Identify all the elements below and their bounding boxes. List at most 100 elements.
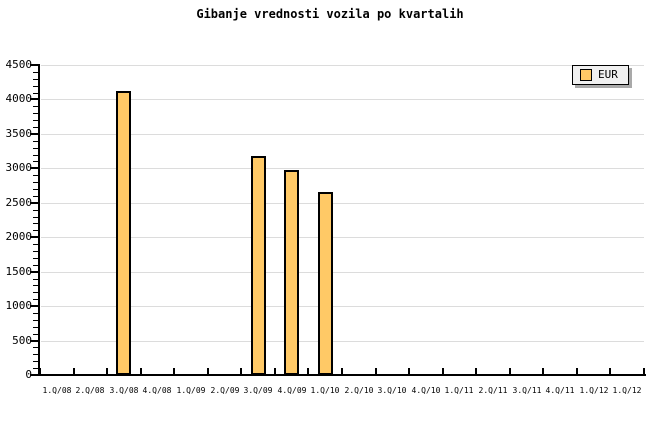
y-tick-label: 1000 — [5, 299, 33, 312]
x-tick-label: 4.Q/11 — [545, 386, 575, 395]
y-major-tick — [30, 374, 38, 376]
x-tick — [39, 368, 41, 374]
bar — [284, 170, 299, 375]
legend-label: EUR — [598, 68, 618, 81]
x-tick — [509, 368, 511, 374]
x-tick-label: 1.Q/12 — [579, 386, 609, 395]
y-major-tick — [30, 64, 38, 66]
y-minor-tick — [33, 223, 38, 224]
y-major-tick — [30, 98, 38, 100]
y-minor-tick — [33, 313, 38, 314]
x-tick — [73, 368, 75, 374]
x-tick — [240, 368, 242, 374]
y-tick-label: 3500 — [5, 127, 33, 140]
gridline — [41, 99, 644, 100]
y-major-tick — [30, 305, 38, 307]
x-tick — [307, 368, 309, 374]
gridline — [41, 341, 644, 342]
y-minor-tick — [33, 210, 38, 211]
x-tick-label: 2.Q/09 — [210, 386, 240, 395]
x-tick-label: 4.Q/10 — [411, 386, 441, 395]
y-tick-label: 2000 — [5, 230, 33, 243]
y-minor-tick — [33, 327, 38, 328]
y-major-tick — [30, 167, 38, 169]
x-tick-label: 1.Q/12 — [612, 386, 642, 395]
y-minor-tick — [33, 175, 38, 176]
y-minor-tick — [33, 182, 38, 183]
bar — [318, 192, 333, 375]
x-tick-label: 4.Q/08 — [142, 386, 172, 395]
y-minor-tick — [33, 354, 38, 355]
y-tick-label: 2500 — [5, 196, 33, 209]
y-minor-tick — [33, 86, 38, 87]
y-minor-tick — [33, 251, 38, 252]
x-tick-label: 2.Q/10 — [344, 386, 374, 395]
y-minor-tick — [33, 320, 38, 321]
x-tick — [173, 368, 175, 374]
y-major-tick — [30, 340, 38, 342]
x-tick — [576, 368, 578, 374]
y-minor-tick — [33, 93, 38, 94]
y-minor-tick — [33, 113, 38, 114]
y-minor-tick — [33, 244, 38, 245]
y-tick-label: 500 — [12, 334, 32, 347]
y-minor-tick — [33, 334, 38, 335]
y-major-tick — [30, 236, 38, 238]
y-minor-tick — [33, 230, 38, 231]
x-tick — [475, 368, 477, 374]
y-minor-tick — [33, 148, 38, 149]
y-minor-tick — [33, 196, 38, 197]
y-axis — [38, 64, 40, 376]
y-tick-label: 0 — [25, 368, 32, 381]
y-minor-tick — [33, 79, 38, 80]
y-major-tick — [30, 202, 38, 204]
x-tick — [274, 368, 276, 374]
y-minor-tick — [33, 368, 38, 369]
y-minor-tick — [33, 120, 38, 121]
y-minor-tick — [33, 258, 38, 259]
x-tick-label: 1.Q/09 — [176, 386, 206, 395]
gridline — [41, 203, 644, 204]
y-minor-tick — [33, 265, 38, 266]
x-tick — [207, 368, 209, 374]
bar — [251, 156, 266, 375]
x-tick — [341, 368, 343, 374]
gridline — [41, 168, 644, 169]
y-minor-tick — [33, 161, 38, 162]
y-minor-tick — [33, 106, 38, 107]
y-tick-label: 1500 — [5, 265, 33, 278]
y-tick-label: 4000 — [5, 92, 33, 105]
x-tick — [542, 368, 544, 374]
y-minor-tick — [33, 361, 38, 362]
x-tick-label: 1.Q/08 — [42, 386, 72, 395]
legend-swatch-icon — [580, 69, 592, 81]
x-tick-label: 3.Q/08 — [109, 386, 139, 395]
y-tick-label: 3000 — [5, 161, 33, 174]
x-tick — [106, 368, 108, 374]
x-tick — [375, 368, 377, 374]
x-tick-label: 2.Q/11 — [478, 386, 508, 395]
x-tick-label: 3.Q/11 — [512, 386, 542, 395]
y-minor-tick — [33, 285, 38, 286]
gridline — [41, 306, 644, 307]
y-minor-tick — [33, 347, 38, 348]
gridline — [41, 237, 644, 238]
y-major-tick — [30, 271, 38, 273]
bar — [116, 91, 131, 375]
chart-title: Gibanje vrednosti vozila po kvartalih — [196, 7, 464, 21]
y-minor-tick — [33, 299, 38, 300]
x-tick-label: 1.Q/11 — [444, 386, 474, 395]
y-minor-tick — [33, 155, 38, 156]
x-tick — [609, 368, 611, 374]
x-tick — [408, 368, 410, 374]
y-tick-label: 4500 — [5, 58, 33, 71]
x-axis — [38, 374, 646, 376]
y-minor-tick — [33, 127, 38, 128]
x-tick-label: 3.Q/10 — [377, 386, 407, 395]
x-tick — [140, 368, 142, 374]
x-tick-label: 1.Q/10 — [310, 386, 340, 395]
y-major-tick — [30, 133, 38, 135]
x-tick-label: 4.Q/09 — [277, 386, 307, 395]
y-minor-tick — [33, 292, 38, 293]
